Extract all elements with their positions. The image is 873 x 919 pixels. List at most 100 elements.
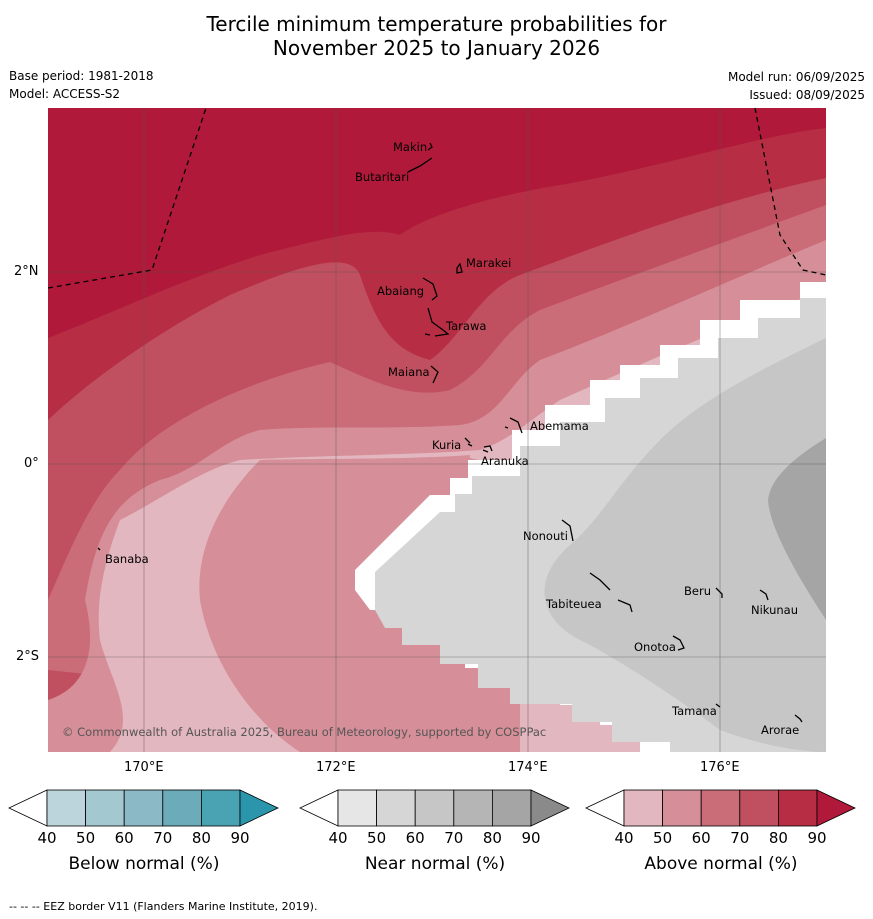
island-onotoa bbox=[672, 635, 685, 651]
island-makin bbox=[427, 142, 433, 151]
label-makin: Makin bbox=[393, 140, 427, 154]
label-butaritari: Butaritari bbox=[355, 170, 409, 184]
lat-tick-0: 0° bbox=[24, 456, 39, 471]
island-nikunau bbox=[759, 589, 769, 601]
colorbar-1-cell bbox=[453, 789, 493, 827]
map-title: Tercile minimum temperature probabilitie… bbox=[0, 12, 873, 60]
colorbar-above-title: Above normal (%) bbox=[644, 854, 798, 874]
colorbars bbox=[8, 789, 856, 827]
label-maiana: Maiana bbox=[388, 365, 430, 379]
island-tabiteuea bbox=[589, 572, 633, 613]
label-tamana: Tamana bbox=[671, 704, 717, 718]
lon-tick-172: 172°E bbox=[316, 760, 356, 775]
colorbar-1-cell bbox=[491, 789, 532, 827]
colorbar-0-cell bbox=[85, 789, 125, 827]
lat-tick-2s: 2°S bbox=[16, 649, 40, 664]
eez-border bbox=[47, 107, 827, 289]
model-name: Model: ACCESS-S2 bbox=[9, 87, 121, 101]
lon-tick-170: 170°E bbox=[124, 760, 164, 775]
island-butaritari bbox=[407, 157, 433, 173]
island-nonouti bbox=[561, 519, 574, 542]
label-abaiang: Abaiang bbox=[377, 284, 424, 298]
colorbar-1-cell bbox=[337, 789, 377, 827]
label-abemama: Abemama bbox=[530, 419, 589, 433]
island-aranuka bbox=[482, 445, 493, 453]
lon-tick-174: 174°E bbox=[508, 760, 548, 775]
colorbar-0-cell bbox=[46, 789, 86, 827]
place-labels: Makin Butaritari Marakei Abaiang Tarawa … bbox=[105, 140, 799, 737]
colorbar-below-title: Below normal (%) bbox=[68, 854, 220, 874]
eez-footnote: -- -- -- EEZ border V11 (Flanders Marine… bbox=[9, 900, 318, 913]
island-beru bbox=[715, 587, 723, 598]
island-abaiang bbox=[422, 277, 438, 301]
colorbar-2-cell bbox=[662, 789, 702, 827]
colorbar-tick-label: 70 bbox=[730, 829, 750, 847]
colorbar-2-cell bbox=[739, 789, 779, 827]
label-aranuka: Aranuka bbox=[481, 454, 529, 468]
colorbar-tick-label: 60 bbox=[114, 829, 134, 847]
model-run-date: Model run: 06/09/2025 bbox=[727, 70, 865, 84]
label-tabiteuea: Tabiteuea bbox=[545, 597, 602, 611]
island-tarawa bbox=[424, 307, 450, 337]
colorbar-0-cell bbox=[200, 789, 241, 827]
colorbar-tick-label: 80 bbox=[482, 829, 502, 847]
colorbar-2-cell bbox=[623, 789, 663, 827]
label-arorae: Arorae bbox=[761, 723, 799, 737]
map-panel bbox=[48, 108, 826, 752]
colorbar-2-cell bbox=[778, 789, 818, 827]
colorbar-1-cell bbox=[376, 789, 416, 827]
colorbar-0-high-extend bbox=[239, 789, 279, 827]
colorbar-tick-label: 70 bbox=[153, 829, 173, 847]
colorbar-tick-label: 50 bbox=[653, 829, 673, 847]
colorbar-1-cell bbox=[414, 789, 455, 827]
title-line-1: Tercile minimum temperature probabilitie… bbox=[206, 12, 667, 36]
band-near-50 bbox=[544, 338, 826, 752]
colorbar-1-low-extend bbox=[299, 789, 339, 827]
label-nonouti: Nonouti bbox=[523, 529, 568, 543]
label-tarawa: Tarawa bbox=[445, 319, 486, 333]
label-banaba: Banaba bbox=[105, 552, 149, 566]
colorbar-1-high-extend bbox=[530, 789, 570, 827]
island-kuria bbox=[464, 437, 473, 447]
colorbar-tick-label: 40 bbox=[328, 829, 348, 847]
colorbar-0-cell bbox=[162, 789, 202, 827]
label-beru: Beru bbox=[684, 584, 711, 598]
colorbar-tick-label: 50 bbox=[76, 829, 96, 847]
gridlines bbox=[48, 108, 826, 752]
island-maiana bbox=[430, 365, 439, 384]
islands bbox=[97, 142, 803, 723]
label-marakei: Marakei bbox=[466, 256, 511, 270]
colorbar-near-title: Near normal (%) bbox=[364, 854, 506, 874]
copyright-notice: © Commonwealth of Australia 2025, Bureau… bbox=[62, 725, 546, 739]
colorbar-2-high-extend bbox=[816, 789, 856, 827]
colorbar-tick-label: 90 bbox=[521, 829, 541, 847]
island-abemama bbox=[504, 417, 523, 434]
colorbar-tick-label: 80 bbox=[191, 829, 211, 847]
colorbar-tick-label: 40 bbox=[37, 829, 57, 847]
colorbar-2-cell bbox=[700, 789, 741, 827]
colorbar-0-low-extend bbox=[8, 789, 48, 827]
island-arorae bbox=[794, 714, 803, 723]
island-tamana bbox=[715, 703, 721, 708]
island-marakei bbox=[456, 262, 463, 274]
lat-tick-2n: 2°N bbox=[14, 264, 39, 279]
colorbar-tick-label: 90 bbox=[230, 829, 250, 847]
colorbar-tick-label: 90 bbox=[807, 829, 827, 847]
label-nikunau: Nikunau bbox=[751, 603, 798, 617]
band-near-60 bbox=[768, 438, 826, 620]
title-line-2: November 2025 to January 2026 bbox=[272, 36, 601, 60]
colorbar-tick-label: 40 bbox=[614, 829, 634, 847]
label-kuria: Kuria bbox=[432, 438, 461, 452]
colorbar-tick-label: 60 bbox=[691, 829, 711, 847]
issued-date: Issued: 08/09/2025 bbox=[749, 88, 865, 102]
colorbar-tick-label: 50 bbox=[367, 829, 387, 847]
island-banaba bbox=[97, 547, 101, 551]
label-onotoa: Onotoa bbox=[634, 640, 676, 654]
colorbar-0-cell bbox=[123, 789, 164, 827]
colorbar-tick-label: 60 bbox=[405, 829, 425, 847]
colorbar-tick-label: 80 bbox=[768, 829, 788, 847]
base-period: Base period: 1981-2018 bbox=[9, 69, 154, 83]
colorbar-2-low-extend bbox=[585, 789, 625, 827]
lon-tick-176: 176°E bbox=[700, 760, 740, 775]
